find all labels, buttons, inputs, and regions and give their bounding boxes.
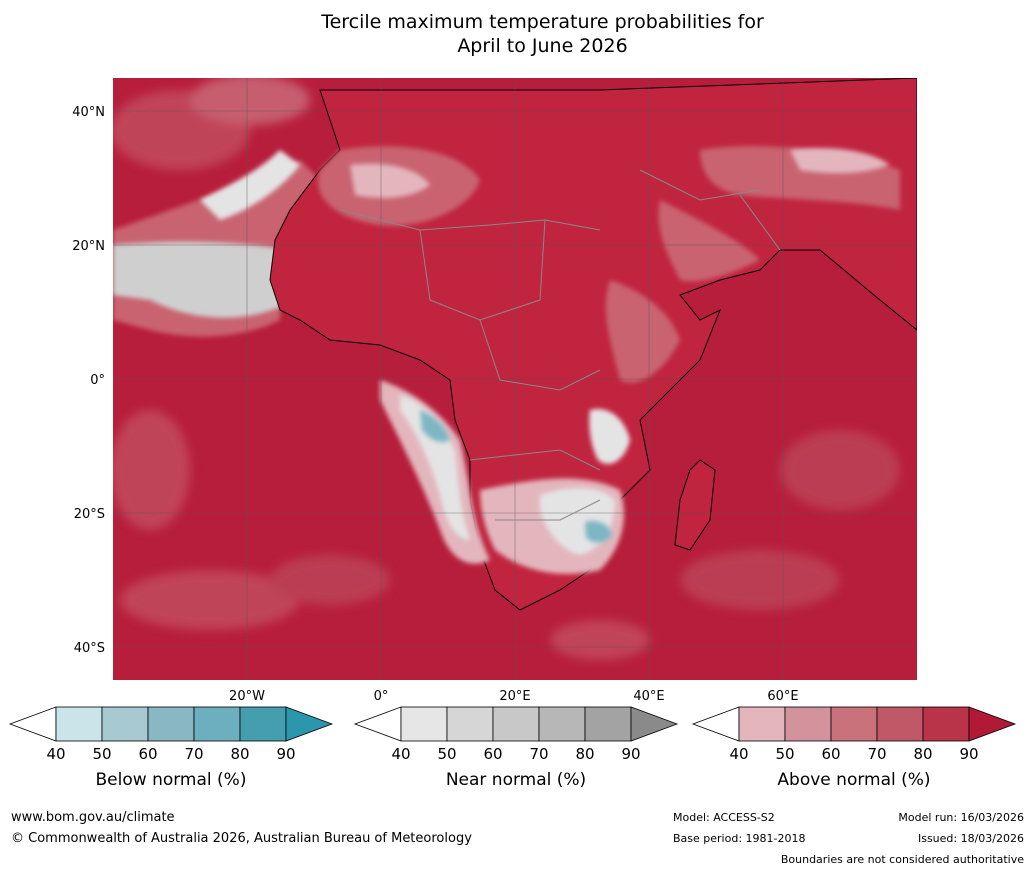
madagascar [674,459,716,551]
lat-label-0: 0° [90,373,105,388]
colorbar-near-segment [492,706,540,742]
colorbar-above-tick: 60 [821,745,840,763]
graticule [113,78,917,680]
colorbar-below-tick: 50 [92,745,111,763]
lat-label-20s: 20°S [74,507,105,522]
lon-label-20w: 20°W [229,689,265,704]
colorbar-above: 40 50 60 70 80 90 Above normal (%) [691,706,1017,790]
colorbar-below-segment [55,706,103,742]
colorbars: 40 50 60 70 80 90 Below normal (%) 40 50 60 70 80 90… [8,706,1017,790]
colorbar-near-low-extend [353,706,402,742]
land-probability-patches [318,146,900,574]
colorbar-above-low-extend [691,706,740,742]
colorbar-near-segment [446,706,494,742]
colorbar-below-tick: 70 [184,745,203,763]
colorbar-below-high-extend [285,706,334,742]
colorbar-below-tick: 40 [46,745,65,763]
colorbar-below-segment [193,706,241,742]
map-title: Tercile maximum temperature probabilitie… [0,10,1035,58]
colorbar-near-segment [584,706,632,742]
ocean-mottling [113,78,900,660]
colorbar-below-tick: 90 [276,745,295,763]
country-borders [339,169,781,521]
colorbar-above-segment [876,706,924,742]
footer-model: Model: ACCESS-S2 [673,811,775,824]
colorbar-above-segment [830,706,878,742]
colorbar-below-title: Below normal (%) [96,770,247,790]
colorbar-above-segment [738,706,786,742]
colorbar-near-tick: 70 [529,745,548,763]
lat-label-40n: 40°N [72,105,105,120]
lat-label-40s: 40°S [74,641,105,656]
lon-label-0: 0° [374,689,389,704]
lon-label-60e: 60°E [767,689,798,704]
colorbar-near-title: Near normal (%) [446,770,586,790]
footer-model-run: Model run: 16/03/2026 [898,811,1024,824]
colorbar-below-tick: 60 [138,745,157,763]
footer-copyright: © Commonwealth of Australia 2026, Austra… [11,831,472,846]
colorbar-above-tick: 50 [775,745,794,763]
colorbar-near-tick: 50 [437,745,456,763]
map-plot-area [113,78,917,680]
lat-label-20n: 20°N [72,239,105,254]
colorbar-below: 40 50 60 70 80 90 Below normal (%) [8,706,334,790]
lon-label-20e: 20°E [499,689,530,704]
colorbar-below-tick: 80 [230,745,249,763]
colorbar-below-segment [239,706,287,742]
colorbar-below-low-extend [8,706,57,742]
colorbar-near-tick: 40 [391,745,410,763]
colorbar-above-segment [922,706,970,742]
title-line-2: April to June 2026 [457,35,628,57]
colorbar-above-tick: 40 [729,745,748,763]
colorbar-below-segment [101,706,149,742]
colorbar-near-high-extend [630,706,679,742]
colorbar-near-tick: 80 [575,745,594,763]
title-line-1: Tercile maximum temperature probabilitie… [321,11,764,33]
colorbar-near-tick: 90 [621,745,640,763]
colorbar-above-tick: 80 [913,745,932,763]
colorbar-above-tick: 90 [959,745,978,763]
colorbar-above-title: Above normal (%) [777,770,930,790]
colorbar-above-high-extend [968,706,1017,742]
footer-website: www.bom.gov.au/climate [11,810,175,825]
colorbar-near: 40 50 60 70 80 90 Near normal (%) [353,706,679,790]
footer-disclaimer: Boundaries are not considered authoritat… [780,853,1024,866]
colorbar-near-segment [400,706,448,742]
footer-base-period: Base period: 1981-2018 [673,832,806,845]
footer-issued: Issued: 18/03/2026 [917,832,1024,845]
colorbar-above-segment [784,706,832,742]
colorbar-near-segment [538,706,586,742]
lon-label-40e: 40°E [633,689,664,704]
colorbar-near-tick: 60 [483,745,502,763]
colorbar-below-segment [147,706,195,742]
colorbar-above-tick: 70 [867,745,886,763]
